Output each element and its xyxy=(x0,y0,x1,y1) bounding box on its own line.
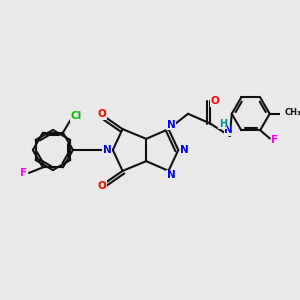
Text: Cl: Cl xyxy=(71,112,82,122)
Text: N: N xyxy=(103,145,112,155)
Text: F: F xyxy=(272,135,278,145)
Text: H: H xyxy=(219,118,227,128)
Text: N: N xyxy=(224,125,233,136)
Text: CH₃: CH₃ xyxy=(285,108,300,117)
Text: O: O xyxy=(98,109,106,119)
Text: O: O xyxy=(211,96,220,106)
Text: N: N xyxy=(167,120,176,130)
Text: O: O xyxy=(98,181,106,191)
Text: F: F xyxy=(20,168,28,178)
Text: N: N xyxy=(180,145,189,155)
Text: N: N xyxy=(167,170,176,180)
